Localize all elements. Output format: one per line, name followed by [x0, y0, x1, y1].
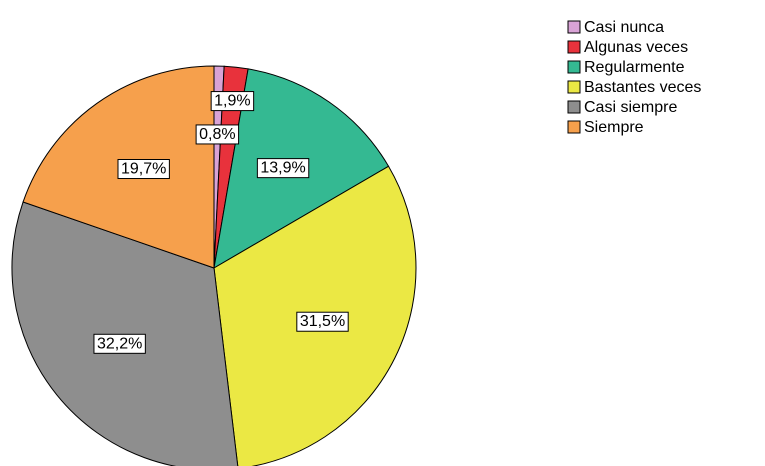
- legend-swatch: [567, 20, 581, 34]
- label-box: [117, 158, 170, 180]
- data-label: 1,9%: [214, 93, 250, 110]
- legend-label: Bastantes veces: [584, 79, 701, 96]
- legend-swatch: [567, 80, 581, 94]
- legend-swatch: [567, 100, 581, 114]
- legend-label: Casi siempre: [584, 99, 677, 116]
- data-label: 19,7%: [121, 160, 166, 177]
- label-box: [93, 333, 146, 354]
- legend-label: Casi nunca: [584, 19, 664, 36]
- data-label: 13,9%: [260, 160, 305, 177]
- label-box: [256, 158, 310, 179]
- legend-label: Algunas veces: [584, 39, 688, 56]
- legend-swatch: [567, 60, 581, 74]
- label-box: [195, 124, 240, 145]
- legend-label: Siempre: [584, 119, 644, 136]
- legend-swatch: [567, 40, 581, 54]
- label-box: [296, 311, 349, 332]
- legend-label: Regularmente: [584, 59, 685, 76]
- label-box: [210, 91, 255, 112]
- data-label: 0,8%: [199, 126, 235, 143]
- data-label: 31,5%: [300, 313, 345, 330]
- legend-swatch: [567, 120, 581, 134]
- data-label: 32,2%: [97, 335, 142, 352]
